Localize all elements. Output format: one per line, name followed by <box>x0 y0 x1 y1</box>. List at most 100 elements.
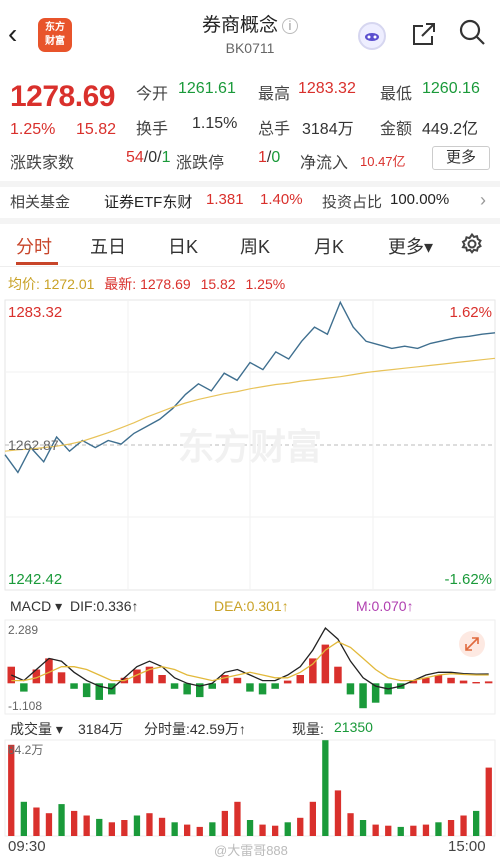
macd-frame <box>4 619 496 715</box>
chevron-right-icon[interactable]: › <box>480 190 486 210</box>
volume-bar <box>246 820 254 836</box>
fund-ratio-value: 100.00% <box>390 191 450 208</box>
top-bar: ‹ 东方 财富 券商概念 i BK0711 <box>0 0 500 68</box>
tab-five-day[interactable]: 五日 <box>90 237 126 257</box>
tab-daily-k[interactable]: 日K <box>168 237 199 257</box>
volume-bar <box>284 822 291 836</box>
latest-label: 最新: <box>104 276 137 292</box>
volume-bar <box>234 801 241 836</box>
volume-bar <box>473 810 480 836</box>
share-icon[interactable] <box>410 20 438 55</box>
volume-y-high: 84.2万 <box>8 743 43 757</box>
current-price: 1278.69 <box>10 80 115 113</box>
macd-bar <box>459 680 468 684</box>
dif-line <box>11 626 489 690</box>
macd-bar <box>246 683 254 692</box>
search-icon[interactable] <box>458 18 486 53</box>
macd-bar <box>472 682 480 684</box>
price-line <box>4 300 496 474</box>
fund-pct: 1.40% <box>260 191 303 208</box>
macd-chart[interactable]: 2.289 -1.108 <box>0 616 500 716</box>
volume-bar <box>158 817 166 836</box>
macd-bar <box>371 683 380 703</box>
volume-bar <box>20 801 27 836</box>
low-label: 最低 <box>380 86 413 103</box>
more-quote-button[interactable]: 更多 <box>432 146 490 170</box>
chart-info-line: 均价: 1272.01 最新: 1278.69 15.82 1.25% <box>8 274 285 294</box>
pct-low-label: -1.62% <box>444 571 492 588</box>
volume-bar <box>485 767 492 836</box>
macd-bar <box>484 681 493 684</box>
price-series <box>4 300 496 474</box>
volume-bar <box>347 813 354 836</box>
avg-price-line <box>4 357 496 452</box>
volume-series <box>8 740 492 836</box>
y-high-label: 1283.32 <box>8 304 62 321</box>
macd-y-high: 2.289 <box>8 623 38 637</box>
page-title: 券商概念 <box>201 15 278 36</box>
volume-total: 3184万 <box>78 721 124 737</box>
amount-label: 金额 <box>380 121 413 138</box>
volume-bar <box>58 804 65 836</box>
assistant-avatar-icon[interactable] <box>358 22 386 50</box>
tab-monthly-k[interactable]: 月K <box>314 237 345 257</box>
fund-name[interactable]: 证券ETF东财 <box>104 194 193 211</box>
price-chart[interactable]: 东方财富 1283.32 1262.87 1242.42 1.62% -1.62… <box>0 294 500 594</box>
volume-bar <box>83 815 90 836</box>
macd-bar <box>95 683 103 700</box>
volume-bar <box>8 744 15 836</box>
volume-bar <box>71 810 78 836</box>
macd-bar <box>7 666 15 684</box>
change-value: 15.82 <box>76 121 117 138</box>
low-value: 1260.16 <box>422 80 480 97</box>
volume-bar <box>397 826 404 836</box>
macd-series <box>7 626 493 709</box>
dea-line <box>11 641 489 682</box>
inflow-value: 10.47亿 <box>360 154 406 169</box>
volume-value: 3184万 <box>302 121 354 138</box>
back-icon[interactable]: ‹ <box>8 18 18 49</box>
volume-selector[interactable]: 成交量 ▾ <box>10 721 63 737</box>
info-icon[interactable]: i <box>282 17 298 34</box>
macd-bar <box>70 683 78 689</box>
volume-chart[interactable]: 84.2万 <box>0 738 500 838</box>
volume-bar <box>309 801 316 836</box>
updown-value: 54/0/1 <box>126 149 171 166</box>
volume-bar <box>297 817 304 836</box>
macd-selector[interactable]: MACD ▾ <box>10 598 63 614</box>
macd-bar <box>170 683 179 689</box>
macd-bar <box>145 666 154 684</box>
macd-bar <box>271 683 279 689</box>
fund-ratio-label: 投资占比 <box>322 194 383 211</box>
settings-gear-icon[interactable] <box>460 232 484 261</box>
tab-weekly-k[interactable]: 周K <box>240 237 271 257</box>
active-tab-indicator <box>16 262 58 265</box>
tab-minute[interactable]: 分时 <box>16 237 52 257</box>
expand-icon[interactable] <box>459 631 485 657</box>
volume-bar <box>372 824 379 836</box>
volume-bar <box>334 790 342 836</box>
open-label: 今开 <box>136 86 169 103</box>
macd-bar <box>309 658 317 684</box>
volume-bar <box>108 822 115 836</box>
macd-y-low: -1.108 <box>8 699 42 713</box>
updown-label: 涨跌家数 <box>10 155 75 172</box>
app-logo: 东方 财富 <box>38 18 72 52</box>
sector-code: BK0711 <box>225 40 275 56</box>
volume-bar <box>359 820 367 836</box>
latest-value: 1278.69 <box>140 276 191 292</box>
now-volume-value: 21350 <box>334 719 373 735</box>
open-value: 1261.61 <box>178 80 236 97</box>
macd-header: MACD ▾ DIF:0.336↑ <box>10 598 139 615</box>
macd-bar <box>133 669 141 684</box>
latest-change: 15.82 <box>200 276 236 292</box>
pct-high-label: 1.62% <box>449 304 492 321</box>
volume-bar <box>96 818 103 836</box>
volume-bar <box>460 815 467 836</box>
volume-bar <box>272 825 279 836</box>
macd-bar <box>208 683 216 689</box>
volume-bar <box>259 824 266 836</box>
high-value: 1283.32 <box>298 80 356 97</box>
tab-more[interactable]: 更多▾ <box>388 237 434 257</box>
fund-label: 相关基金 <box>10 194 71 211</box>
